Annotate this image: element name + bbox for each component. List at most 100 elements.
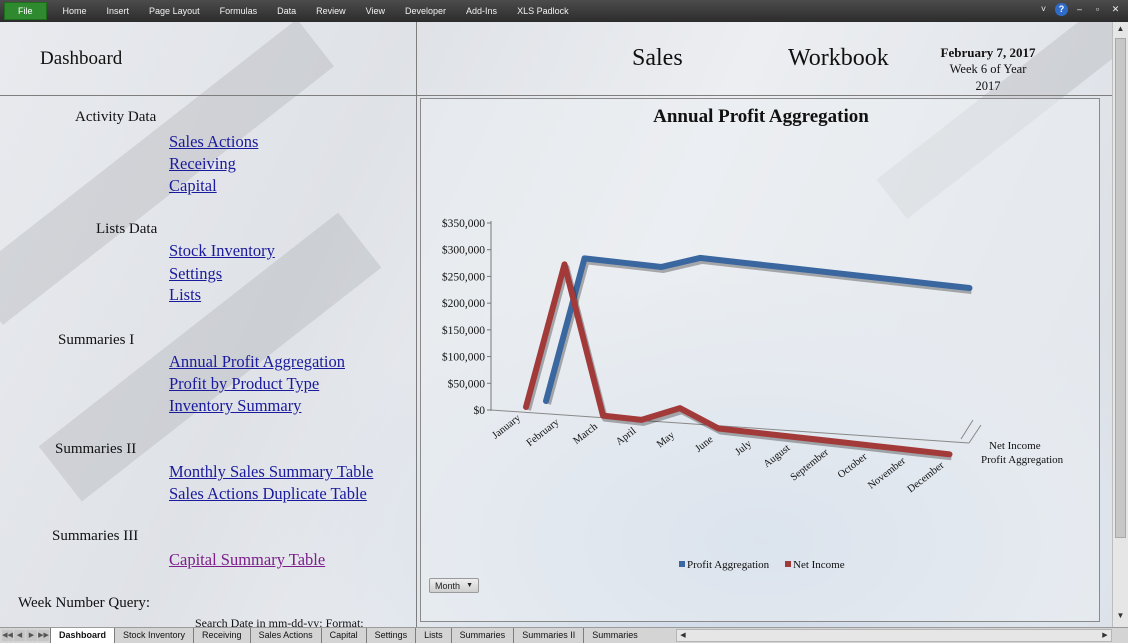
x-tick-label: July [733,438,754,458]
section-summaries-1: Summaries I [58,332,135,348]
y-tick-label: $50,000 [448,377,486,390]
y-tick-label: $200,000 [442,297,485,310]
chart-annual-profit-aggregation[interactable]: Annual Profit Aggregation $0 $50,000 $100,… [420,98,1100,622]
link-inventory-summary[interactable]: Inventory Summary [169,396,302,415]
legend-swatch [785,561,791,567]
link-profit-by-product-type[interactable]: Profit by Product Type [169,374,320,393]
ribbon-tab-xls-padlock[interactable]: XLS Padlock [517,6,569,16]
first-sheet-icon[interactable]: ◀◀ [2,630,13,641]
x-tick-label: March [571,421,600,447]
tab-lists[interactable]: Lists [415,628,451,643]
tab-settings[interactable]: Settings [365,628,416,643]
x-tick-label: April [614,426,638,448]
help-icon[interactable]: ? [1055,3,1068,16]
section-lists-data: Lists Data [96,221,158,237]
link-annual-profit-aggregation[interactable]: Annual Profit Aggregation [169,352,345,371]
x-tick-label: August [762,443,793,470]
current-date: February 7, 2017 [940,45,1036,60]
worksheet-area: Dashboard Sales Workbook February 7, 201… [0,22,1112,627]
tab-sales-actions[interactable]: Sales Actions [249,628,321,643]
legend-label: Net Income [793,559,845,571]
link-receiving[interactable]: Receiving [169,154,236,173]
divider-horizontal [0,95,1112,96]
ribbon-tab-formulas[interactable]: Formulas [219,6,258,16]
tab-navigation: ◀◀ ◀ ▶ ▶▶ [2,630,49,641]
ribbon: File Home Insert Page Layout Formulas Da… [0,0,1128,22]
tab-receiving[interactable]: Receiving [193,628,250,643]
scroll-up-icon[interactable]: ▲ [1116,24,1125,33]
year-line: 2017 [975,79,1001,93]
x-tick-label: September [789,447,832,484]
legend-swatch [679,561,685,567]
ribbon-tab-insert[interactable]: Insert [106,6,130,16]
month-button-label: Month [435,581,461,591]
link-lists[interactable]: Lists [169,285,202,304]
date-block: February 7, 2017 Week 6 of Year 2017 [928,45,1048,95]
y-tick-label: $150,000 [442,324,485,337]
x-tick-label: October [836,451,870,481]
scroll-right-icon[interactable]: ▶ [1102,632,1108,639]
chart-plot: $0 $50,000 $100,000 $150,000 $200,000 $250,00… [442,217,1064,571]
x-tick-label: November [866,455,908,491]
close-icon[interactable]: ✕ [1111,4,1120,14]
legend-label: Profit Aggregation [687,559,770,571]
floor-right-edge [968,424,982,444]
depth-axis-label: Profit Aggregation [981,454,1064,466]
vertical-scrollbar[interactable]: ▲ ▼ [1112,22,1128,627]
prev-sheet-icon[interactable]: ◀ [14,630,25,641]
week-line: Week 6 of Year [949,62,1027,76]
floor-front-edge [490,409,970,444]
last-sheet-icon[interactable]: ▶▶ [38,630,49,641]
section-summaries-3: Summaries III [52,528,139,544]
series-line-profit-aggregation [543,254,973,404]
x-tick-label: February [525,417,562,449]
search-date-label: Search Date in mm-dd-yy: Format: [195,616,364,627]
ribbon-tab-home[interactable]: Home [62,6,87,16]
series-line-net-income [523,261,953,458]
tab-stock-inventory[interactable]: Stock Inventory [114,628,194,643]
scroll-down-icon[interactable]: ▼ [1116,611,1125,620]
x-tick-label: June [693,434,715,455]
month-field-button[interactable]: Month ▼ [429,578,480,593]
divider-vertical [416,22,417,627]
ribbon-tab-developer[interactable]: Developer [405,6,447,16]
x-tick-label: December [906,460,947,496]
ribbon-tab-data[interactable]: Data [277,6,297,16]
scroll-left-icon[interactable]: ◀ [680,632,686,639]
restore-icon[interactable]: ▫ [1095,4,1100,14]
tab-dashboard[interactable]: Dashboard [50,628,115,643]
sheet-tabs: Dashboard Stock Inventory Receiving Sale… [50,628,670,643]
next-sheet-icon[interactable]: ▶ [26,630,37,641]
scroll-thumb[interactable] [1115,38,1126,538]
ribbon-tab-page-layout[interactable]: Page Layout [149,6,200,16]
depth-axis-label: Net Income [989,440,1041,452]
workbook-title: Workbook [788,45,889,71]
tab-summaries[interactable]: Summaries [450,628,514,643]
section-summaries-2: Summaries II [55,441,137,457]
y-tick-label: $0 [474,404,486,417]
horizontal-scrollbar[interactable]: ◀ ▶ [676,629,1112,642]
ribbon-tab-view[interactable]: View [365,6,385,16]
link-sales-actions[interactable]: Sales Actions [169,132,259,151]
file-tab[interactable]: File [4,2,47,20]
sales-title: Sales [632,45,683,71]
tab-capital[interactable]: Capital [320,628,366,643]
y-tick-label: $100,000 [442,351,485,364]
minimize-icon[interactable]: – [1076,4,1082,14]
chevron-down-icon[interactable]: ˅ [1040,4,1047,14]
tab-summaries-ii[interactable]: Summaries II [513,628,584,643]
link-capital[interactable]: Capital [169,176,217,195]
link-monthly-sales-summary-table[interactable]: Monthly Sales Summary Table [169,462,374,481]
x-tick-label: January [490,412,523,441]
chart-title: Annual Profit Aggregation [653,106,869,127]
ribbon-tabs: Home Insert Page Layout Formulas Data Re… [53,6,579,16]
ribbon-tab-add-ins[interactable]: Add-Ins [466,6,498,16]
ribbon-tab-review[interactable]: Review [316,6,346,16]
link-capital-summary-table[interactable]: Capital Summary Table [169,550,326,569]
y-tick-label: $250,000 [442,270,485,283]
link-stock-inventory[interactable]: Stock Inventory [169,241,275,260]
window-controls: ˅ ? – ▫ ✕ [1037,3,1122,16]
tab-summaries-iii[interactable]: Summaries [583,628,646,643]
link-settings[interactable]: Settings [169,264,223,283]
link-sales-actions-duplicate-table[interactable]: Sales Actions Duplicate Table [169,484,367,503]
